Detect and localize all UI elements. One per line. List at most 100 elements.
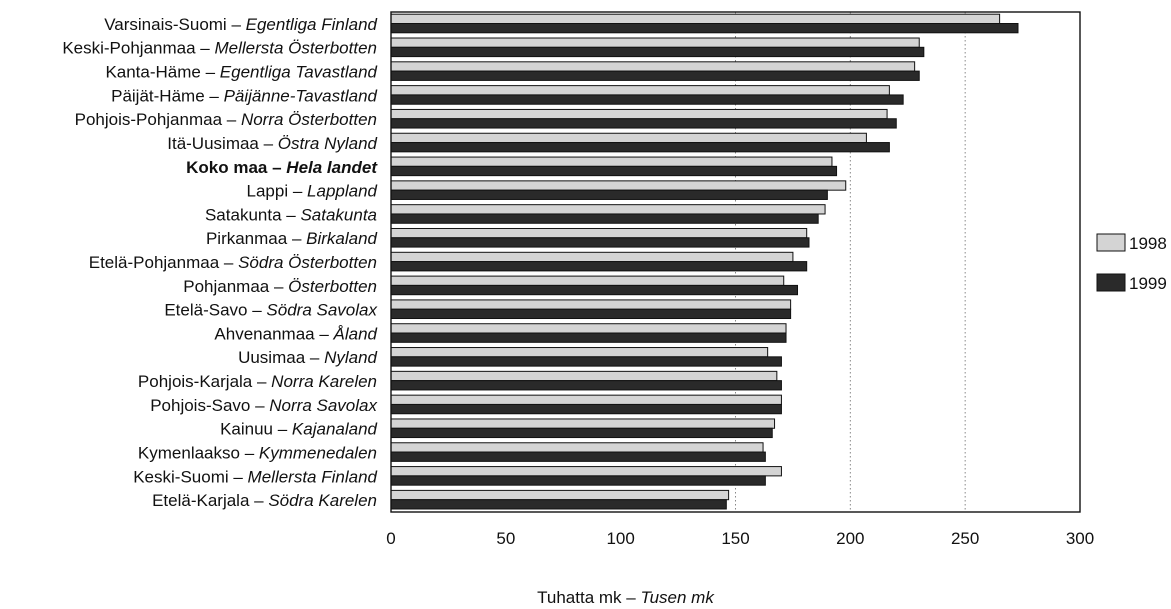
bar-1999-10 (390, 261, 808, 272)
category-label-sv: Södra Karelen (268, 491, 377, 510)
category-label-dash: – (240, 443, 259, 462)
category-label-sv: Norra Savolax (269, 396, 377, 415)
category-label-dash: – (269, 277, 288, 296)
bar-1998-7 (390, 180, 847, 191)
category-label-sv: Norra Österbotten (241, 110, 377, 129)
x-tick-label-5: 250 (951, 529, 979, 548)
bar-1998-10 (390, 251, 794, 263)
category-label-fi: Itä-Uusimaa (167, 134, 259, 153)
bar-1998-13 (390, 323, 787, 334)
category-label-sv: Mellersta Österbotten (214, 39, 377, 58)
category-label-sv: Kajanaland (292, 420, 378, 439)
bar-1999-14 (390, 356, 782, 367)
category-label-dash: – (287, 229, 306, 248)
x-tick-label-3: 150 (721, 529, 749, 548)
category-label-fi: Päijät-Häme (111, 86, 205, 105)
x-axis-label-fi: Tuhatta mk (537, 588, 622, 607)
category-label-dash: – (315, 324, 334, 343)
category-label-fi: Keski-Pohjanmaa (62, 39, 196, 58)
category-label-fi: Etelä-Pohjanmaa (89, 253, 220, 272)
category-labels: Varsinais-Suomi – Egentliga Finland Keski… (62, 15, 378, 510)
bar-1998-6 (390, 156, 833, 167)
bar-1998-19 (390, 466, 782, 477)
category-label-fi: Pohjois-Pohjanmaa (75, 110, 223, 129)
category-label-dash: – (248, 301, 267, 320)
category-label-fi: Kanta-Häme (105, 63, 200, 82)
category-label-fi: Etelä-Karjala (152, 491, 250, 510)
bar-1998-2 (390, 61, 916, 72)
category-label-sv: Nyland (324, 348, 377, 367)
legend-label-1999: 1999 (1129, 274, 1167, 293)
category-label-fi: Etelä-Savo (164, 301, 247, 320)
bar-1998-5 (390, 132, 867, 144)
bar-1999-5 (390, 142, 890, 153)
category-label-fi: Varsinais-Suomi (104, 15, 227, 34)
category-label-sv: Egentliga Tavastland (220, 63, 378, 82)
bar-1999-15 (390, 380, 782, 391)
category-label-fi: Pohjois-Karjala (138, 372, 253, 391)
legend-label-1998: 1998 (1129, 234, 1167, 253)
bar-1999-2 (390, 70, 920, 81)
category-label: Kanta-Häme – Egentliga Tavastland (105, 63, 377, 82)
category-label: Satakunta – Satakunta (205, 205, 377, 224)
category-label-sv: Egentliga Finland (246, 15, 378, 34)
category-label-fi: Ahvenanmaa (214, 324, 315, 343)
category-label-fi: Koko maa (186, 158, 268, 177)
bar-1998-3 (390, 85, 890, 96)
category-label-sv: Hela landet (286, 158, 378, 177)
category-label: Lappi – Lappland (247, 182, 378, 201)
bar-1998-4 (390, 108, 888, 120)
category-label-dash: – (305, 348, 324, 367)
x-axis-label-dash: – (626, 588, 640, 607)
category-label-sv: Åland (333, 324, 378, 343)
category-label-dash: – (259, 134, 278, 153)
category-label: Ahvenanmaa – Åland (214, 324, 377, 343)
bar-1999-19 (390, 475, 766, 486)
category-label-dash: – (249, 491, 268, 510)
bar-1998-9 (390, 227, 808, 239)
category-label: Etelä-Savo – Södra Savolax (164, 301, 377, 320)
bar-1999-11 (390, 284, 799, 296)
bar-1999-18 (390, 451, 766, 462)
category-label: Pohjois-Pohjanmaa – Norra Österbotten (75, 110, 377, 129)
category-label-dash: – (196, 39, 215, 58)
x-axis-label: Tuhatta mk – Tusen mk (537, 588, 715, 607)
bar-1999-3 (390, 94, 904, 105)
bar-1998-14 (390, 347, 769, 358)
category-label: Etelä-Pohjanmaa – Södra Österbotten (89, 253, 377, 272)
category-label: Koko maa – Hela landet (186, 158, 378, 177)
x-tick-label-4: 200 (836, 529, 864, 548)
category-label-sv: Satakunta (300, 205, 377, 224)
category-label: Pohjois-Karjala – Norra Karelen (138, 372, 377, 391)
legend-swatch-1999 (1096, 273, 1126, 292)
category-label: Itä-Uusimaa – Östra Nyland (167, 134, 377, 153)
category-label-sv: Östra Nyland (278, 134, 378, 153)
category-label-dash: – (219, 253, 238, 272)
category-label-sv: Kymmenedalen (259, 443, 377, 462)
bar-1998-11 (390, 275, 785, 286)
category-label-sv: Södra Österbotten (238, 253, 377, 272)
category-label: Keski-Suomi – Mellersta Finland (133, 467, 377, 486)
category-label-fi: Satakunta (205, 205, 282, 224)
category-label: Varsinais-Suomi – Egentliga Finland (104, 15, 377, 34)
category-label: Uusimaa – Nyland (238, 348, 377, 367)
category-label-fi: Keski-Suomi (133, 467, 228, 486)
category-label-sv: Norra Karelen (271, 372, 377, 391)
category-label: Keski-Pohjanmaa – Mellersta Österbotten (62, 39, 377, 58)
category-label: Pohjanmaa – Österbotten (183, 277, 377, 296)
bars (390, 13, 1019, 510)
bar-1998-1 (390, 37, 920, 48)
bar-1999-7 (390, 189, 828, 200)
category-label-fi: Kainuu (220, 420, 273, 439)
bar-1999-8 (390, 213, 819, 224)
category-label-dash: – (229, 467, 248, 486)
category-label-sv: Lappland (307, 182, 378, 201)
plot-frame (390, 11, 1081, 513)
bar-1999-9 (390, 237, 810, 248)
bar-1998-8 (390, 204, 826, 215)
category-label: Etelä-Karjala – Södra Karelen (152, 491, 377, 510)
category-label-dash: – (205, 86, 224, 105)
category-label-dash: – (222, 110, 241, 129)
category-label-dash: – (267, 158, 286, 177)
